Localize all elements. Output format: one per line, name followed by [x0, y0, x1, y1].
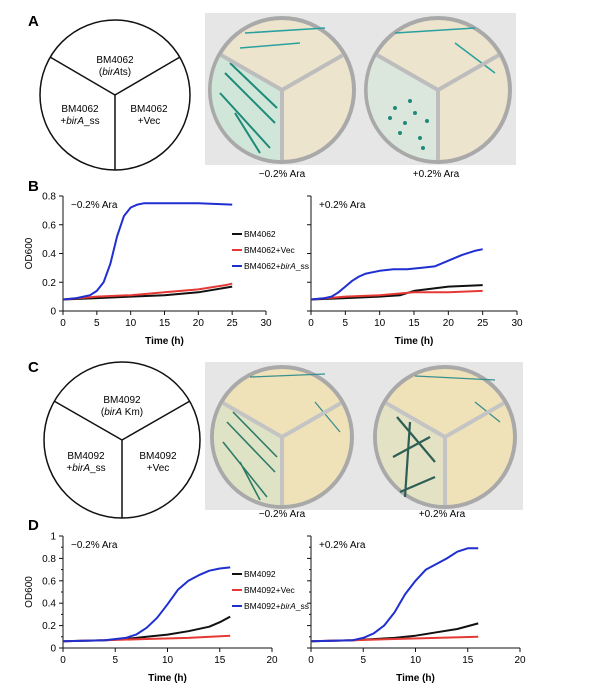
y-tick-label: 0.6	[42, 220, 56, 231]
x-tick-label: 10	[125, 318, 137, 329]
x-tick-label: 25	[477, 318, 489, 329]
x-axis-label: Time (h)	[145, 336, 184, 347]
chart-title: +0.2% Ara	[319, 540, 366, 551]
panel-a: A BM4062 (birAts) BM4062 +birA_ss BM4062…	[28, 13, 460, 180]
y-tick-label: 0.2	[42, 278, 56, 289]
x-tick-label: 5	[94, 318, 100, 329]
panel-letter-d: D	[28, 517, 39, 534]
series-line-bm4092-bira-ss	[310, 547, 479, 643]
y-tick-label: 0.6	[42, 576, 56, 587]
x-tick-label: 30	[260, 318, 272, 329]
series-line-bm4062	[310, 284, 483, 301]
sector-right-line2: +Vec	[147, 463, 170, 474]
x-axis-label: Time (h)	[148, 673, 187, 684]
x-tick-label: 10	[162, 655, 174, 666]
x-tick-label: 5	[360, 655, 366, 666]
sector-right-line1: BM4062	[130, 104, 168, 115]
y-tick-label: 0.4	[42, 249, 56, 260]
y-tick-label: 0.4	[42, 599, 56, 610]
sector-left-line1: BM4062	[61, 104, 99, 115]
sector-left-line2: +birA_ss	[60, 116, 99, 127]
sector-left-line1: BM4092	[67, 451, 105, 462]
petri-dish-a-plus	[364, 16, 512, 164]
y-tick-label: 1	[50, 532, 56, 543]
x-tick-label: 5	[343, 318, 349, 329]
sector-top-line1: BM4092	[103, 395, 141, 406]
legend-label: BM4092+birA_ss	[244, 601, 309, 611]
plate-photo-a	[205, 13, 516, 165]
y-axis-label: OD600	[24, 576, 35, 608]
sector-top-line2: (birA Km)	[101, 407, 143, 418]
x-tick-label: 10	[374, 318, 386, 329]
series-line-bm4092-bira-ss	[62, 566, 231, 643]
chart-title: −0.2% Ara	[71, 540, 118, 551]
plate-caption-a-plus: +0.2% Ara	[413, 169, 460, 180]
x-tick-label: 0	[60, 655, 66, 666]
x-tick-label: 15	[159, 318, 171, 329]
x-tick-label: 5	[112, 655, 118, 666]
series-line-bm4062-bira-ss	[310, 248, 483, 301]
legend-label: BM4062+birA_ss	[244, 261, 309, 271]
x-tick-label: 20	[443, 318, 455, 329]
legend-label: BM4092+Vec	[244, 585, 296, 595]
x-tick-label: 0	[308, 318, 314, 329]
growth-chart-b-plus: 0 5 10 15 20 25 30 +0.2% Ara Time (h)	[307, 195, 523, 347]
series-line-bm4062-vec	[62, 282, 233, 301]
x-tick-label: 15	[462, 655, 474, 666]
x-tick-label: 25	[227, 318, 239, 329]
panel-b: B 0 5 10 15 20 25 30 0 0.2 0.4 0.6 0.8 −0.2% Ara Time…	[24, 178, 523, 348]
x-tick-label: 30	[511, 318, 523, 329]
sector-right-line2: +Vec	[138, 116, 161, 127]
series-line-bm4062-bira-ss	[62, 202, 233, 301]
plate-caption-a-minus: −0.2% Ara	[259, 169, 306, 180]
plate-caption-c-minus: −0.2% Ara	[259, 509, 306, 520]
sector-top-line2: (birAts)	[99, 67, 131, 78]
series-line-bm4062	[62, 285, 233, 301]
chart-title: −0.2% Ara	[71, 200, 118, 211]
y-tick-label: 0.8	[42, 554, 56, 565]
y-tick-label: 0	[50, 644, 56, 655]
plate-caption-c-plus: +0.2% Ara	[419, 509, 466, 520]
y-tick-label: 0.2	[42, 621, 56, 632]
growth-chart-d-minus: 0 5 10 15 20 0 0.2 0.4 0.6 0.8 1 −0.2% Ara Time (h) O…	[24, 532, 309, 685]
x-tick-label: 15	[214, 655, 226, 666]
growth-chart-b-minus: 0 5 10 15 20 25 30 0 0.2 0.4 0.6 0.8 −0.2% Ara Time (…	[24, 192, 309, 348]
x-tick-label: 0	[308, 655, 314, 666]
sector-top-line1: BM4062	[96, 55, 134, 66]
panel-letter-b: B	[28, 178, 39, 195]
x-axis-label: Time (h)	[396, 673, 435, 684]
panel-c: C BM4092 (birA Km) BM4092 +birA_ss BM409…	[28, 359, 466, 520]
growth-chart-d-plus: 0 5 10 15 20 +0.2% Ara Time (h)	[307, 535, 526, 684]
x-tick-label: 20	[193, 318, 205, 329]
x-tick-label: 20	[266, 655, 278, 666]
panel-d: D 0 5 10 15 20 0 0.2 0.4 0.6 0.8 1 −0.2% Ara Time (h…	[24, 517, 526, 685]
petri-dish-c-plus	[373, 365, 517, 509]
chart-title: +0.2% Ara	[319, 200, 366, 211]
legend-label: BM4062+Vec	[244, 245, 296, 255]
petri-dish-c-minus	[210, 365, 354, 509]
strain-diagram-a: BM4062 (birAts) BM4062 +birA_ss BM4062 +…	[39, 19, 191, 171]
strain-diagram-c: BM4092 (birA Km) BM4092 +birA_ss BM4092 …	[43, 361, 201, 519]
series-line-bm4062-vec	[310, 289, 483, 301]
sector-right-line1: BM4092	[139, 451, 177, 462]
x-axis-label: Time (h)	[395, 336, 434, 347]
sector-left-line2: +birA_ss	[66, 463, 105, 474]
y-tick-label: 0.8	[42, 192, 56, 203]
x-tick-label: 0	[60, 318, 66, 329]
panel-letter-c: C	[28, 359, 39, 376]
plate-photo-c	[205, 362, 523, 510]
panel-letter-a: A	[28, 13, 39, 30]
x-tick-label: 20	[514, 655, 526, 666]
petri-dish-a-minus	[208, 16, 356, 164]
y-tick-label: 0	[50, 307, 56, 318]
legend-label: BM4092	[244, 569, 276, 579]
x-tick-label: 10	[410, 655, 422, 666]
y-axis-label: OD600	[24, 237, 35, 269]
x-tick-label: 15	[408, 318, 420, 329]
legend-label: BM4062	[244, 229, 276, 239]
